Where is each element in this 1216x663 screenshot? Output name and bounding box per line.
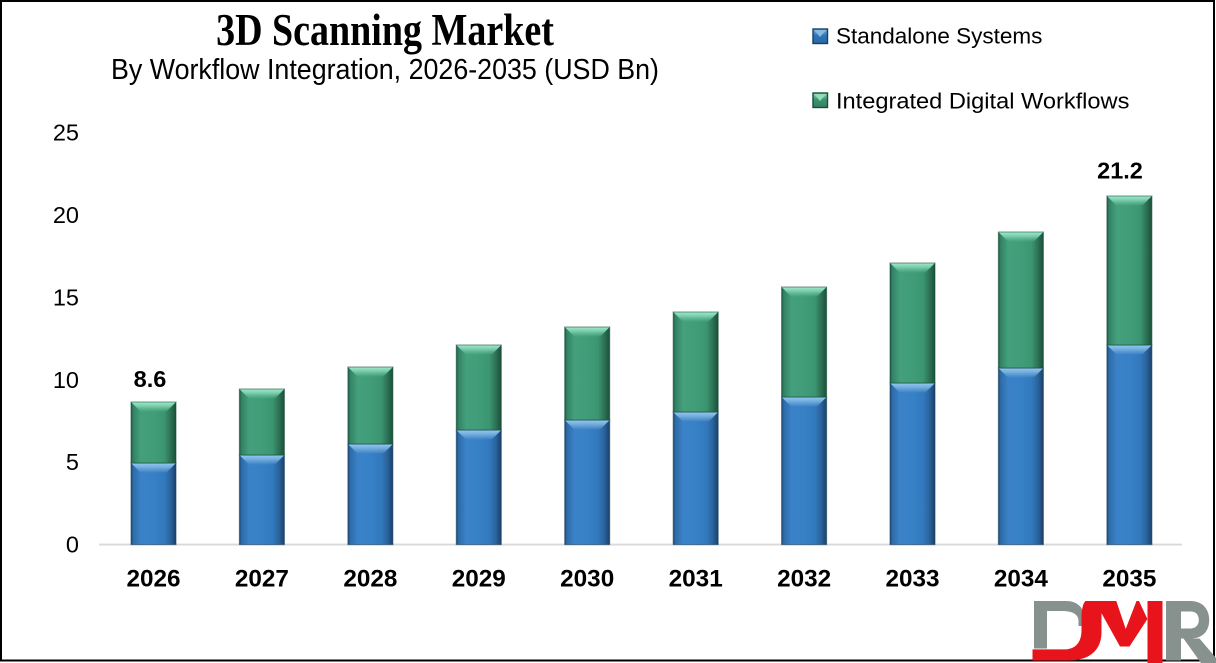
svg-text:2032: 2032 [777, 566, 831, 593]
svg-text:21.2: 21.2 [1097, 158, 1143, 184]
svg-text:2030: 2030 [560, 566, 614, 593]
svg-text:20: 20 [53, 202, 79, 228]
svg-text:2035: 2035 [1102, 566, 1156, 593]
svg-text:2031: 2031 [669, 566, 723, 593]
svg-text:8.6: 8.6 [134, 366, 167, 392]
svg-text:2034: 2034 [994, 566, 1049, 593]
svg-text:5: 5 [66, 449, 79, 475]
svg-text:10: 10 [53, 367, 79, 393]
svg-text:25: 25 [53, 119, 79, 145]
svg-text:2029: 2029 [452, 566, 506, 593]
svg-text:2033: 2033 [885, 566, 939, 593]
svg-text:2028: 2028 [343, 566, 397, 593]
svg-text:Standalone Systems: Standalone Systems [836, 24, 1042, 49]
svg-text:3D Scanning Market: 3D Scanning Market [216, 6, 554, 56]
svg-text:By Workflow Integration, 2026-: By Workflow Integration, 2026-2035 (USD … [111, 53, 659, 85]
svg-text:2026: 2026 [126, 566, 180, 593]
svg-text:15: 15 [53, 284, 79, 310]
svg-text:0: 0 [66, 532, 79, 558]
svg-text:Integrated Digital Workflows: Integrated Digital Workflows [836, 88, 1129, 113]
svg-text:2027: 2027 [235, 566, 289, 593]
